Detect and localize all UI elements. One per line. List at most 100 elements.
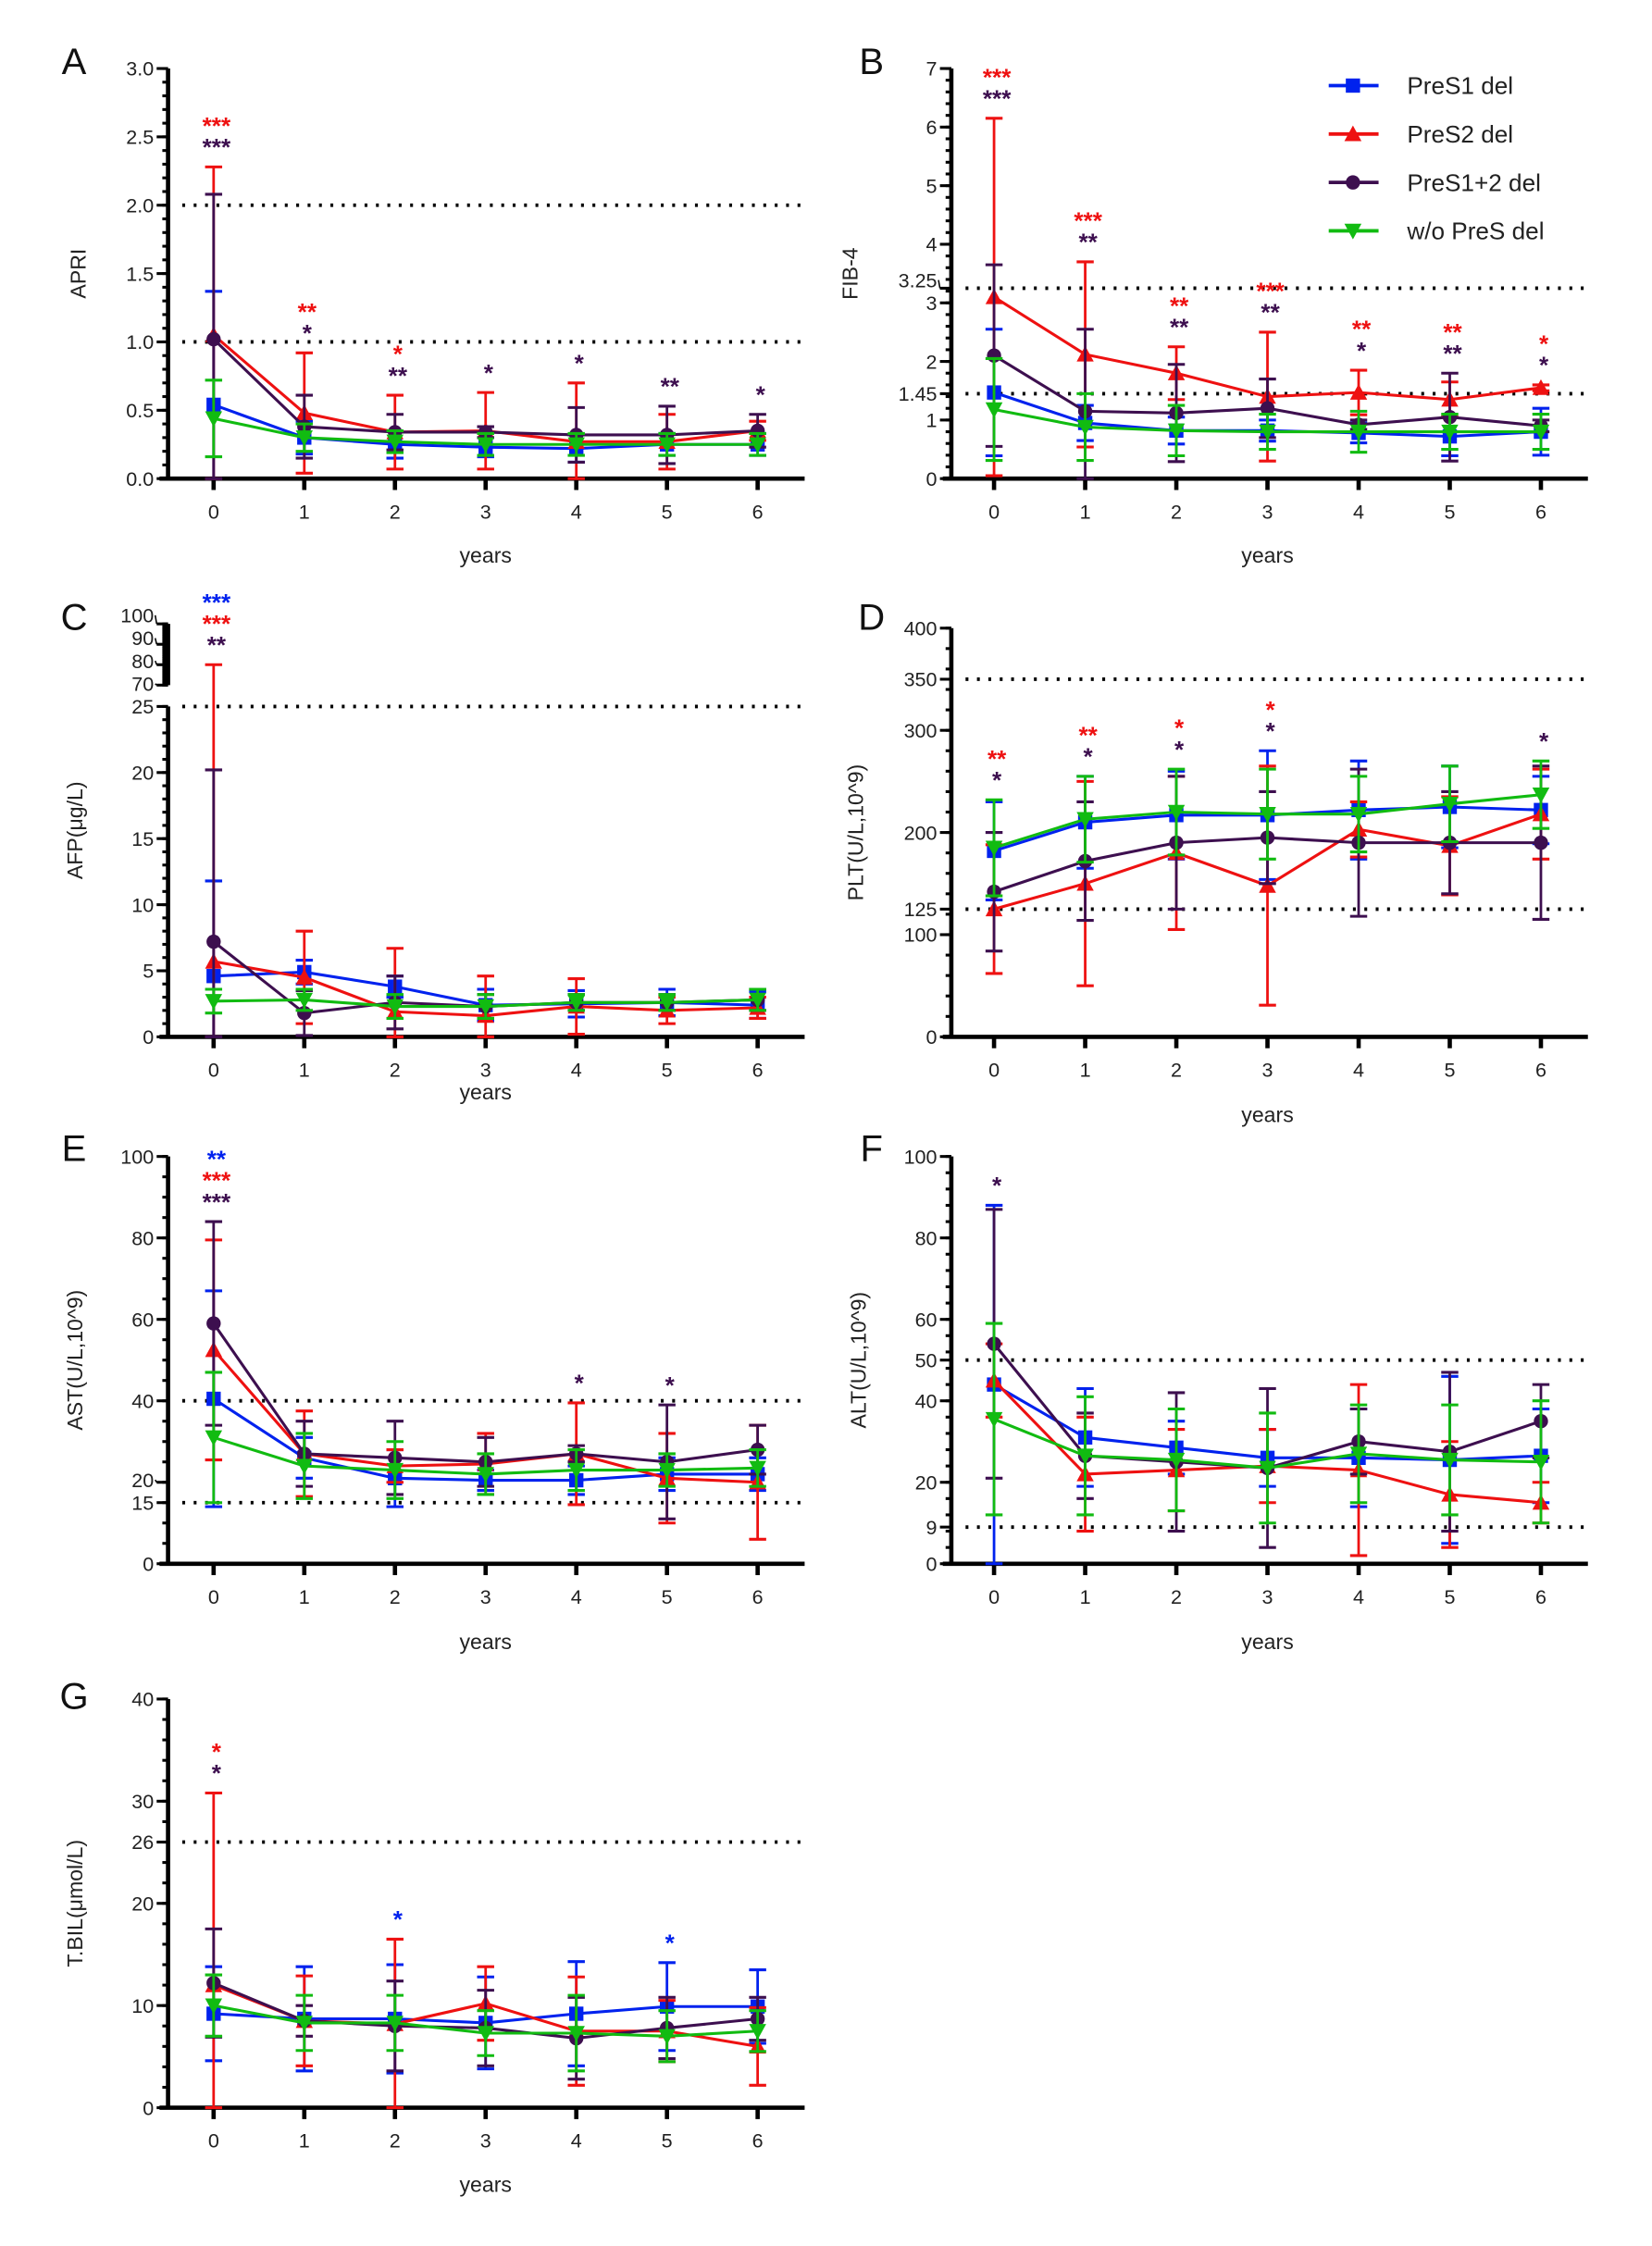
y-tick-leader [155,1479,157,1483]
x-tick-label: 4 [571,1586,582,1608]
data-point [1349,383,1368,400]
y-tick-label: 20 [131,762,154,784]
legend-item: w/o PreS del [1328,217,1545,245]
series-w-o-pres-del [205,1973,766,2073]
data-point [1532,378,1550,395]
data-point [1349,424,1368,441]
y-tick-leader [155,660,157,665]
y-tick-label: 200 [904,822,938,844]
y-axis-label: AFP(μg/L) [63,781,87,879]
significance-mark: *** [203,610,231,638]
data-point [985,1411,1003,1428]
significance-mark: * [1539,352,1549,379]
significance-mark: * [665,1929,676,1956]
x-tick-label: 0 [988,1059,1000,1081]
y-tick-label: 9 [926,1517,938,1539]
x-tick-label: 6 [1535,1586,1546,1608]
panel-D: D 0 100 125 200 300 350 400 0 1 2 3 4 5 6 PLT(U/L,10^9)… [844,597,1588,1127]
data-point [567,1462,585,1479]
x-tick-label: 3 [480,2130,491,2153]
y-tick-label: 40 [131,1390,154,1412]
y-tick-label: 6 [926,117,938,139]
significance-mark: * [992,766,1002,794]
data-point [749,1460,766,1477]
y-tick-label: 10 [131,1995,154,2017]
panel-letter: D [858,597,885,638]
y-tick-label: 90 [131,627,154,650]
legend-marker-icon [1344,223,1362,240]
data-point [205,411,223,428]
y-tick-label: 50 [915,1349,938,1371]
x-tick-label: 6 [1535,501,1546,523]
significance-mark: * [1174,714,1185,742]
series-w-o-pres-del [985,1322,1550,1525]
series-w-o-pres-del [205,987,766,1020]
panel-F: F 0 9 20 40 50 60 80 100 0 1 2 3 4 5 6 ALT(U/L,10^9) year… [847,1128,1588,1654]
legend-label: PreS2 del [1407,120,1513,148]
y-tick-label: 0 [143,2097,154,2119]
data-point [205,1430,223,1446]
y-tick-label: 20 [915,1471,938,1494]
data-point [567,437,585,453]
significance-mark: *** [203,112,231,140]
significance-mark: * [1266,717,1276,745]
data-point [1534,835,1548,850]
series-pres2-del [205,663,766,1038]
x-tick-label: 6 [752,1586,764,1608]
x-tick-label: 3 [1262,501,1273,523]
significance-mark: ** [1443,318,1462,346]
x-tick-label: 0 [208,2130,219,2153]
significance-mark: ** [1078,229,1098,256]
x-tick-label: 4 [1353,1059,1364,1081]
x-tick-label: 3 [480,501,491,523]
significance-mark: ** [207,1146,227,1173]
significance-mark: ** [1078,721,1098,749]
data-point [1259,1460,1276,1477]
significance-mark: * [575,1370,585,1397]
x-tick-label: 0 [208,1586,219,1608]
x-tick-label: 0 [208,501,219,523]
y-tick-label: 80 [915,1227,938,1249]
significance-mark: * [992,1172,1002,1199]
legend-marker-icon [1346,175,1360,190]
significance-mark: *** [983,85,1012,113]
data-point [1076,1448,1094,1465]
significance-mark: ** [1261,299,1280,327]
significance-mark: ** [298,298,317,326]
data-point [1441,1452,1459,1469]
y-tick-label: 1 [926,410,938,432]
series-w-o-pres-del [205,378,766,459]
x-tick-label: 2 [1171,1586,1182,1608]
data-point [749,2024,766,2041]
x-tick-label: 3 [480,1059,491,1081]
x-tick-label: 6 [752,2130,764,2153]
y-tick-label: 60 [915,1309,938,1331]
data-point [1532,1455,1550,1470]
data-point [386,999,404,1015]
significance-mark: * [575,349,585,377]
significance-mark: ** [661,373,680,401]
y-tick-label: 3 [926,292,938,315]
y-tick-label: 1.5 [126,263,154,285]
x-tick-label: 2 [1171,501,1182,523]
y-axis-label: PLT(U/L,10^9) [844,764,868,901]
data-point [477,2026,494,2042]
y-tick-label: 20 [131,1892,154,1915]
y-tick-label: 300 [904,720,938,742]
significance-mark: * [1174,736,1185,763]
x-tick-label: 4 [571,2130,582,2153]
x-tick-label: 2 [390,501,401,523]
y-tick-label: 60 [131,1309,154,1331]
data-point [1167,1452,1186,1469]
significance-mark: * [393,341,404,368]
x-tick-label: 3 [480,1586,491,1608]
data-point [749,437,766,453]
x-tick-label: 0 [208,1059,219,1081]
data-point [205,994,223,1011]
data-point [295,2016,314,2032]
x-tick-label: 2 [390,1586,401,1608]
significance-mark: *** [203,1188,231,1216]
data-point [206,331,221,347]
